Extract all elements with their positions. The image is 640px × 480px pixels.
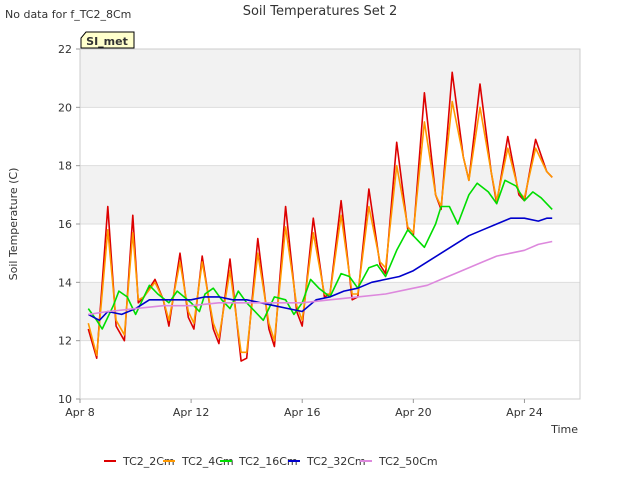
legend: TC2_2Cm TC2_4Cm TC2_16Cm TC2_32Cm TC2_50Cm [104,455,438,468]
series-line-tc2-4cm [87,100,553,357]
plot-background-bands [80,49,580,399]
y-tick-label-2: 14 [58,276,72,289]
series-line-tc2-50cm [88,240,553,316]
legend-label-3: TC2_32Cm [306,455,366,468]
band-4 [80,107,580,166]
legend-label-1: TC2_4Cm [181,455,234,468]
x-tick-label-3: Apr 20 [395,406,432,419]
site-badge-label: SI_met [86,35,128,48]
band-0 [80,340,580,399]
series-lines [87,71,553,362]
y-tick-label-0: 10 [58,393,72,406]
x-tick-label-4: Apr 24 [506,406,543,419]
series-line-tc2-32cm [87,217,553,322]
x-tick-label-0: Apr 8 [65,406,95,419]
y-axis-ticks: 10 12 14 16 18 20 22 [58,43,80,406]
y-tick-label-3: 16 [58,218,72,231]
y-tick-label-4: 18 [58,160,72,173]
legend-label-4: TC2_50Cm [378,455,438,468]
y-tick-label-5: 20 [58,101,72,114]
site-badge: SI_met [80,31,135,49]
band-3 [80,165,580,224]
series-line-tc2-16cm [87,179,553,330]
band-2 [80,224,580,283]
x-tick-label-2: Apr 16 [284,406,321,419]
x-tick-label-1: Apr 12 [173,406,210,419]
band-5 [80,49,580,108]
x-axis-ticks: Apr 8 Apr 12 Apr 16 Apr 20 Apr 24 [65,399,543,419]
y-tick-label-1: 12 [58,335,72,348]
x-axis-label: Time [550,423,578,436]
chart-title: Soil Temperatures Set 2 [243,4,398,19]
legend-label-0: TC2_2Cm [122,455,175,468]
y-axis-label: Soil Temperature (C) [7,168,20,281]
legend-label-2: TC2_16Cm [238,455,298,468]
y-tick-label-6: 22 [58,43,72,56]
no-data-note: No data for f_TC2_8Cm [5,8,131,21]
